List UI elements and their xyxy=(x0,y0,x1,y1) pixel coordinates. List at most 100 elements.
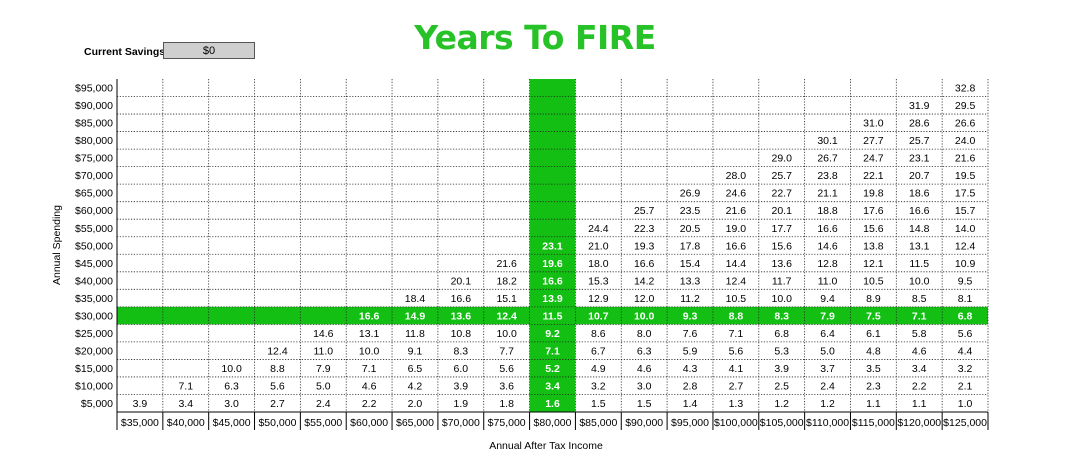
cell-value: 23.1 xyxy=(542,240,563,252)
cell-value: 3.2 xyxy=(958,363,973,375)
cell-value: 21.1 xyxy=(817,188,838,200)
cell-value: 16.6 xyxy=(542,275,563,287)
cell-value: 20.7 xyxy=(909,170,930,182)
cell-value: 4.6 xyxy=(362,381,377,393)
cell-value: 4.2 xyxy=(408,381,423,393)
cell-value: 18.0 xyxy=(588,258,609,270)
current-savings-input[interactable] xyxy=(163,42,255,59)
cell-value: 6.7 xyxy=(591,345,606,357)
cell-value: 15.7 xyxy=(955,205,976,217)
cell-value: 8.6 xyxy=(591,328,606,340)
current-savings-label: Current Savings: xyxy=(84,46,169,58)
cell-value: 32.8 xyxy=(955,83,976,95)
cell-value: 5.6 xyxy=(270,381,285,393)
cell-value: 12.9 xyxy=(588,293,609,305)
cell-value: 12.4 xyxy=(496,310,517,322)
cell-value: 3.4 xyxy=(178,398,193,410)
cell-value: 12.4 xyxy=(726,275,747,287)
cell-value: 3.7 xyxy=(820,363,835,375)
x-tick-label: $55,000 xyxy=(304,417,342,429)
x-tick-label: $80,000 xyxy=(534,417,572,429)
cell-value: 3.9 xyxy=(774,363,789,375)
cell-value: 25.7 xyxy=(634,205,655,217)
cell-value: 22.1 xyxy=(863,170,884,182)
cell-value: 11.5 xyxy=(909,258,929,270)
cell-value: 12.1 xyxy=(863,258,884,270)
cell-value: 27.7 xyxy=(863,135,884,147)
cell-value: 8.8 xyxy=(729,310,744,322)
cell-value: 13.1 xyxy=(359,328,380,340)
cell-value: 2.2 xyxy=(362,398,377,410)
cell-value: 29.5 xyxy=(955,100,976,112)
y-tick-label: $70,000 xyxy=(75,170,113,182)
cell-value: 2.0 xyxy=(408,398,423,410)
cell-value: 9.2 xyxy=(545,328,560,340)
cell-value: 24.4 xyxy=(588,223,609,235)
cell-value: 13.9 xyxy=(542,293,563,305)
cell-value: 7.1 xyxy=(729,328,744,340)
cell-value: 6.1 xyxy=(866,328,881,340)
chart-title: Years To FIRE xyxy=(414,18,656,57)
cell-value: 1.4 xyxy=(683,398,698,410)
cell-value: 19.8 xyxy=(863,188,884,200)
cell-value: 4.1 xyxy=(729,363,744,375)
cell-value: 9.1 xyxy=(408,345,423,357)
cell-value: 14.8 xyxy=(909,223,930,235)
cell-value: 19.3 xyxy=(634,240,655,252)
cell-value: 20.1 xyxy=(771,205,792,217)
x-tick-label: $50,000 xyxy=(258,417,296,429)
cell-value: 10.5 xyxy=(726,293,747,305)
cell-value: 10.8 xyxy=(451,328,472,340)
cell-value: 31.0 xyxy=(863,118,884,130)
cell-value: 13.6 xyxy=(771,258,792,270)
cell-value: 21.6 xyxy=(726,205,747,217)
cell-value: 5.0 xyxy=(820,345,835,357)
x-tick-label: $125,000 xyxy=(943,417,987,429)
cell-value: 5.9 xyxy=(683,345,698,357)
cell-value: 26.7 xyxy=(817,153,838,165)
cell-value: 19.0 xyxy=(726,223,747,235)
cell-value: 13.3 xyxy=(680,275,701,287)
cell-value: 11.2 xyxy=(680,293,700,305)
cell-value: 11.7 xyxy=(772,275,792,287)
y-tick-label: $90,000 xyxy=(75,100,113,112)
cell-value: 8.8 xyxy=(270,363,285,375)
cell-value: 15.3 xyxy=(588,275,609,287)
cell-value: 10.0 xyxy=(771,293,792,305)
cell-value: 8.0 xyxy=(637,328,652,340)
cell-value: 8.9 xyxy=(866,293,881,305)
cell-value: 20.5 xyxy=(680,223,701,235)
cell-value: 2.2 xyxy=(912,381,927,393)
cell-value: 3.6 xyxy=(499,381,514,393)
cell-value: 5.3 xyxy=(774,345,789,357)
cell-value: 24.0 xyxy=(955,135,976,147)
cell-value: 1.5 xyxy=(637,398,652,410)
cell-value: 25.7 xyxy=(771,170,792,182)
cell-value: 4.3 xyxy=(683,363,698,375)
cell-value: 16.6 xyxy=(726,240,747,252)
cell-value: 4.8 xyxy=(866,345,881,357)
cell-value: 28.6 xyxy=(909,118,930,130)
highlight-bands xyxy=(117,79,988,412)
y-tick-label: $75,000 xyxy=(75,153,113,165)
x-tick-label: $115,000 xyxy=(852,417,895,429)
cell-value: 24.6 xyxy=(726,188,747,200)
cell-value: 22.7 xyxy=(771,188,792,200)
cell-value: 19.5 xyxy=(955,170,976,182)
cell-value: 16.6 xyxy=(909,205,930,217)
cell-value: 13.6 xyxy=(451,310,472,322)
cell-value: 8.5 xyxy=(912,293,927,305)
cell-value: 4.4 xyxy=(958,345,973,357)
x-tick-label: $105,000 xyxy=(760,417,804,429)
cell-value: 7.1 xyxy=(362,363,377,375)
cell-value: 12.8 xyxy=(817,258,838,270)
y-tick-label: $25,000 xyxy=(75,328,113,340)
cell-value: 14.6 xyxy=(313,328,334,340)
cell-value: 21.6 xyxy=(496,258,517,270)
cell-value: 10.0 xyxy=(221,363,242,375)
cell-value: 16.6 xyxy=(451,293,472,305)
cell-value: 5.6 xyxy=(729,345,744,357)
y-tick-label: $15,000 xyxy=(75,363,113,375)
y-tick-label: $5,000 xyxy=(81,398,113,410)
cell-value: 18.4 xyxy=(405,293,426,305)
